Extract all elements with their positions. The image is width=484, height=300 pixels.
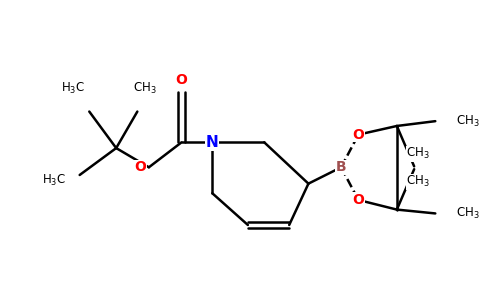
Text: CH$_3$: CH$_3$: [406, 146, 430, 161]
Text: O: O: [176, 73, 187, 87]
Text: O: O: [134, 160, 146, 174]
Text: O: O: [352, 193, 364, 207]
Text: CH$_3$: CH$_3$: [406, 174, 430, 189]
Text: CH$_3$: CH$_3$: [456, 114, 480, 129]
Text: B: B: [336, 160, 347, 174]
Text: CH$_3$: CH$_3$: [456, 206, 480, 221]
Text: O: O: [352, 128, 364, 142]
Text: CH$_3$: CH$_3$: [133, 81, 157, 96]
Text: H$_3$C: H$_3$C: [61, 81, 86, 96]
Text: N: N: [206, 135, 219, 150]
Text: H$_3$C: H$_3$C: [42, 173, 66, 188]
